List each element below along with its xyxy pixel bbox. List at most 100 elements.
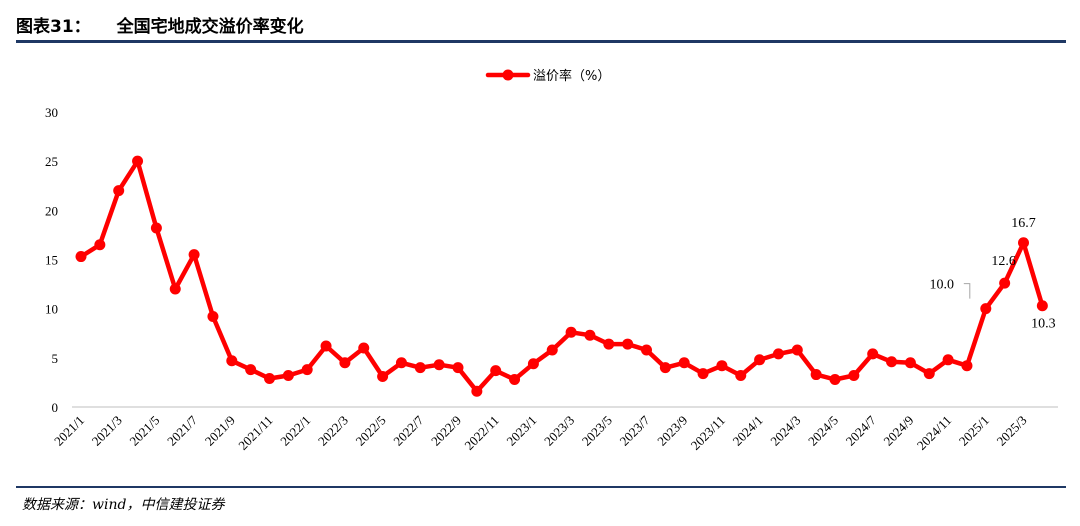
- data-point: [377, 371, 389, 383]
- data-point: [358, 342, 370, 354]
- data-point: [999, 277, 1011, 289]
- x-tick-label: 2024/9: [880, 413, 916, 449]
- data-point: [1018, 237, 1029, 249]
- y-tick-label: 30: [45, 105, 58, 120]
- data-point: [452, 362, 464, 374]
- data-point: [829, 373, 841, 385]
- data-point: [603, 338, 615, 350]
- data-point: [754, 354, 766, 366]
- data-point: [923, 368, 935, 380]
- y-tick-label: 5: [52, 351, 59, 366]
- data-point: [584, 329, 596, 341]
- data-point: [527, 358, 539, 370]
- legend-label: 溢价率（%）: [533, 68, 610, 84]
- data-point: [716, 360, 728, 372]
- x-tick-label: 2022/9: [428, 413, 464, 449]
- x-tick-label: 2022/1: [277, 413, 313, 449]
- x-tick-label: 2024/3: [767, 413, 803, 449]
- data-label-leader: [963, 283, 971, 299]
- x-tick-label: 2021/9: [202, 413, 238, 449]
- chart-title: 全国宅地成交溢价率变化: [116, 17, 304, 37]
- y-axis: 0 5 10 15 20 25 30: [45, 105, 58, 415]
- x-tick-label: 2022/7: [390, 412, 426, 448]
- data-point: [339, 357, 351, 369]
- x-tick-label: 2023/11: [688, 413, 728, 453]
- data-point: [169, 283, 181, 295]
- x-tick-label: 2022/3: [315, 413, 351, 449]
- data-point: [697, 368, 709, 380]
- top-divider: [16, 40, 1066, 43]
- y-tick-label: 20: [45, 203, 58, 218]
- data-point: [942, 354, 954, 366]
- x-tick-label: 2023/7: [616, 412, 652, 448]
- data-point: [75, 251, 87, 263]
- data-point: [433, 359, 445, 371]
- x-tick-label: 2024/11: [914, 413, 954, 453]
- data-point: [414, 362, 426, 374]
- y-tick-label: 25: [45, 154, 58, 169]
- data-point: [622, 338, 634, 350]
- x-tick-label: 2021/5: [126, 413, 162, 449]
- x-tick-label: 2022/5: [353, 413, 389, 449]
- x-tick-label: 2021/7: [164, 412, 200, 448]
- y-tick-label: 15: [45, 253, 58, 268]
- x-tick-label: 2021/1: [51, 413, 87, 449]
- data-point: [659, 362, 671, 374]
- data-point: [113, 185, 125, 197]
- data-point: [810, 369, 822, 381]
- data-point: [226, 355, 238, 367]
- legend: 溢价率（%）: [485, 68, 610, 84]
- data-point: [245, 364, 257, 376]
- data-point: [565, 326, 577, 338]
- data-point: [264, 372, 275, 384]
- y-tick-label: 10: [45, 302, 58, 317]
- data-point: [320, 340, 332, 352]
- series-line: [78, 158, 1045, 394]
- x-tick-label: 2024/5: [805, 413, 841, 449]
- data-point: [188, 249, 200, 261]
- data-point: [904, 357, 916, 369]
- data-point: [867, 348, 879, 360]
- x-tick-label: 2025/1: [956, 413, 992, 449]
- x-tick-label: 2022/11: [461, 413, 501, 453]
- figure-label: 图表31：: [16, 17, 91, 37]
- data-point: [772, 348, 784, 360]
- data-point: [490, 365, 502, 377]
- y-tick-label: 0: [52, 400, 59, 415]
- data-point: [301, 364, 313, 376]
- source-note: 数据来源：wind，中信建投证券: [22, 497, 225, 513]
- data-point: [471, 385, 483, 397]
- data-point: [1036, 300, 1048, 312]
- x-tick-label: 2021/3: [89, 413, 125, 449]
- data-point: [980, 303, 992, 315]
- data-point: [735, 370, 747, 382]
- legend-marker: [502, 69, 514, 81]
- data-point: [641, 344, 652, 356]
- x-tick-label: 2021/11: [235, 413, 275, 453]
- data-point: [848, 370, 860, 382]
- data-point: [132, 155, 144, 167]
- x-tick-label: 2023/3: [541, 413, 577, 449]
- figure-title: 图表31： 全国宅地成交溢价率变化: [16, 12, 304, 37]
- x-tick-label: 2024/1: [730, 413, 766, 449]
- data-label: 12.6: [991, 254, 1016, 269]
- x-tick-label: 2025/3: [993, 413, 1029, 449]
- x-tick-label: 2023/9: [654, 413, 690, 449]
- data-labels: 10.0 12.6 16.7 10.3: [930, 216, 1056, 332]
- x-tick-label: 2023/5: [579, 413, 615, 449]
- data-point: [282, 370, 294, 382]
- data-point: [791, 344, 803, 356]
- bottom-divider: [16, 486, 1066, 488]
- data-point: [886, 356, 898, 368]
- data-point: [509, 373, 521, 385]
- data-label: 16.7: [1011, 216, 1036, 231]
- data-point: [961, 360, 973, 372]
- data-point: [678, 357, 690, 369]
- data-point: [94, 239, 106, 251]
- data-point: [150, 222, 162, 234]
- data-label: 10.3: [1031, 317, 1056, 332]
- data-point: [395, 357, 407, 369]
- x-tick-label: 2024/7: [843, 412, 879, 448]
